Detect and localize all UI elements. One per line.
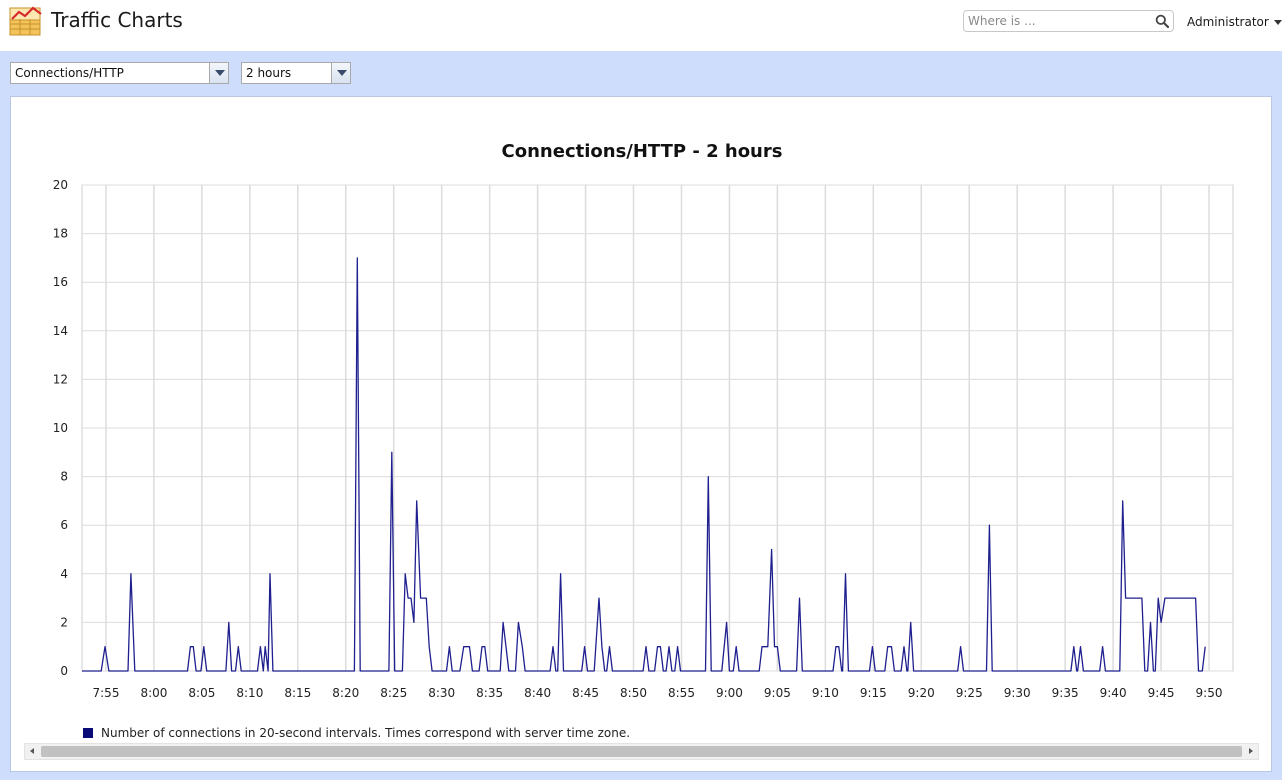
line-chart-icon [9,6,42,36]
x-tick-label: 9:20 [908,686,935,700]
search-box[interactable] [963,10,1174,32]
y-tick-label: 16 [53,275,68,289]
user-menu-label: Administrator [1187,15,1269,29]
y-tick-label: 6 [60,518,68,532]
chart-grid [81,184,1234,672]
traffic-chart: Connections/HTTP - 2 hours 0 2 4 6 8 10 12 14 16… [53,141,1234,700]
search-icon[interactable] [1155,14,1169,28]
x-tick-label: 8:55 [668,686,695,700]
y-tick-label: 18 [53,227,68,241]
y-tick-label: 4 [60,567,68,581]
chart-title: Connections/HTTP - 2 hours [502,141,783,162]
x-tick-label: 9:50 [1196,686,1223,700]
y-tick-label: 20 [53,178,68,192]
x-tick-label: 8:40 [524,686,551,700]
x-tick-label: 8:45 [572,686,599,700]
x-tick-label: 8:35 [476,686,503,700]
legend-label: Number of connections in 20-second inter… [101,726,631,740]
y-tick-label: 0 [60,664,68,678]
y-tick-label: 2 [60,615,68,629]
time-range-select[interactable]: 2 hours [241,62,351,84]
series-line [82,257,1206,672]
chart-panel: Connections/HTTP - 2 hours 0 2 4 6 8 10 12 14 16… [10,96,1272,772]
x-tick-label: 9:00 [716,686,743,700]
metric-select[interactable]: Connections/HTTP [10,62,229,84]
x-tick-label: 8:05 [188,686,215,700]
x-tick-label: 9:40 [1100,686,1127,700]
x-tick-label: 9:45 [1148,686,1175,700]
user-menu[interactable]: Administrator [1187,15,1282,29]
caret-down-icon [1273,20,1282,25]
chevron-down-icon[interactable] [209,63,228,83]
x-tick-label: 8:20 [332,686,359,700]
scrollbar-thumb[interactable] [41,746,1242,757]
scroll-left-arrow-icon[interactable] [25,744,40,759]
y-tick-label: 10 [53,421,68,435]
search-input[interactable] [968,13,1148,29]
legend-swatch [83,728,93,738]
x-tick-label: 9:15 [860,686,887,700]
x-tick-label: 8:00 [140,686,167,700]
x-tick-label: 8:15 [284,686,311,700]
metric-select-value: Connections/HTTP [15,66,124,80]
y-tick-label: 14 [53,324,68,338]
x-tick-label: 9:10 [812,686,839,700]
x-tick-label: 9:30 [1004,686,1031,700]
x-tick-label: 8:30 [428,686,455,700]
chart-series [82,257,1206,672]
x-tick-label: 8:50 [620,686,647,700]
horizontal-scrollbar[interactable] [24,743,1259,760]
chevron-down-icon[interactable] [331,63,350,83]
chart-axes: 0 2 4 6 8 10 12 14 16 18 20 7:55 8:00 8:05 8:10 8:15 8:2… [53,178,1223,700]
page-title: Traffic Charts [51,8,183,32]
scroll-right-arrow-icon[interactable] [1243,744,1258,759]
x-tick-label: 8:25 [380,686,407,700]
time-range-select-value: 2 hours [246,66,292,80]
header: Traffic Charts Administrator [0,0,1282,51]
y-tick-label: 8 [60,470,68,484]
x-tick-label: 9:35 [1052,686,1079,700]
x-tick-label: 8:10 [236,686,263,700]
x-tick-label: 7:55 [93,686,120,700]
chart-legend: Number of connections in 20-second inter… [83,726,630,740]
x-tick-label: 9:25 [956,686,983,700]
x-tick-label: 9:05 [764,686,791,700]
y-tick-label: 12 [53,372,68,386]
